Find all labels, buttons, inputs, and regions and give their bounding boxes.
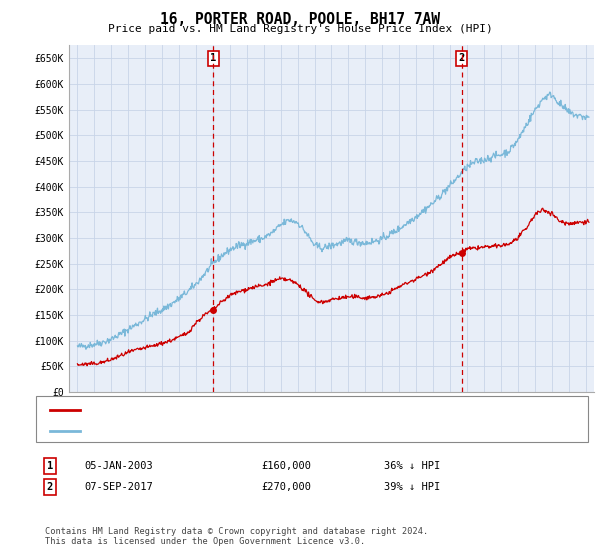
Text: £160,000: £160,000 xyxy=(261,461,311,471)
Text: Price paid vs. HM Land Registry's House Price Index (HPI): Price paid vs. HM Land Registry's House … xyxy=(107,24,493,34)
Text: HPI: Average price, detached house, Bournemouth Christchurch and Poole: HPI: Average price, detached house, Bour… xyxy=(84,426,487,435)
Text: 1: 1 xyxy=(47,461,53,471)
Text: 2: 2 xyxy=(47,482,53,492)
Text: 16, PORTER ROAD, POOLE, BH17 7AW: 16, PORTER ROAD, POOLE, BH17 7AW xyxy=(160,12,440,27)
Text: 1: 1 xyxy=(211,53,217,63)
Text: 07-SEP-2017: 07-SEP-2017 xyxy=(84,482,153,492)
Text: Contains HM Land Registry data © Crown copyright and database right 2024.
This d: Contains HM Land Registry data © Crown c… xyxy=(45,526,428,546)
Text: 36% ↓ HPI: 36% ↓ HPI xyxy=(384,461,440,471)
Text: 2: 2 xyxy=(458,53,464,63)
Text: 05-JAN-2003: 05-JAN-2003 xyxy=(84,461,153,471)
Text: £270,000: £270,000 xyxy=(261,482,311,492)
Text: 39% ↓ HPI: 39% ↓ HPI xyxy=(384,482,440,492)
Text: 16, PORTER ROAD, POOLE, BH17 7AW (detached house): 16, PORTER ROAD, POOLE, BH17 7AW (detach… xyxy=(84,405,366,414)
